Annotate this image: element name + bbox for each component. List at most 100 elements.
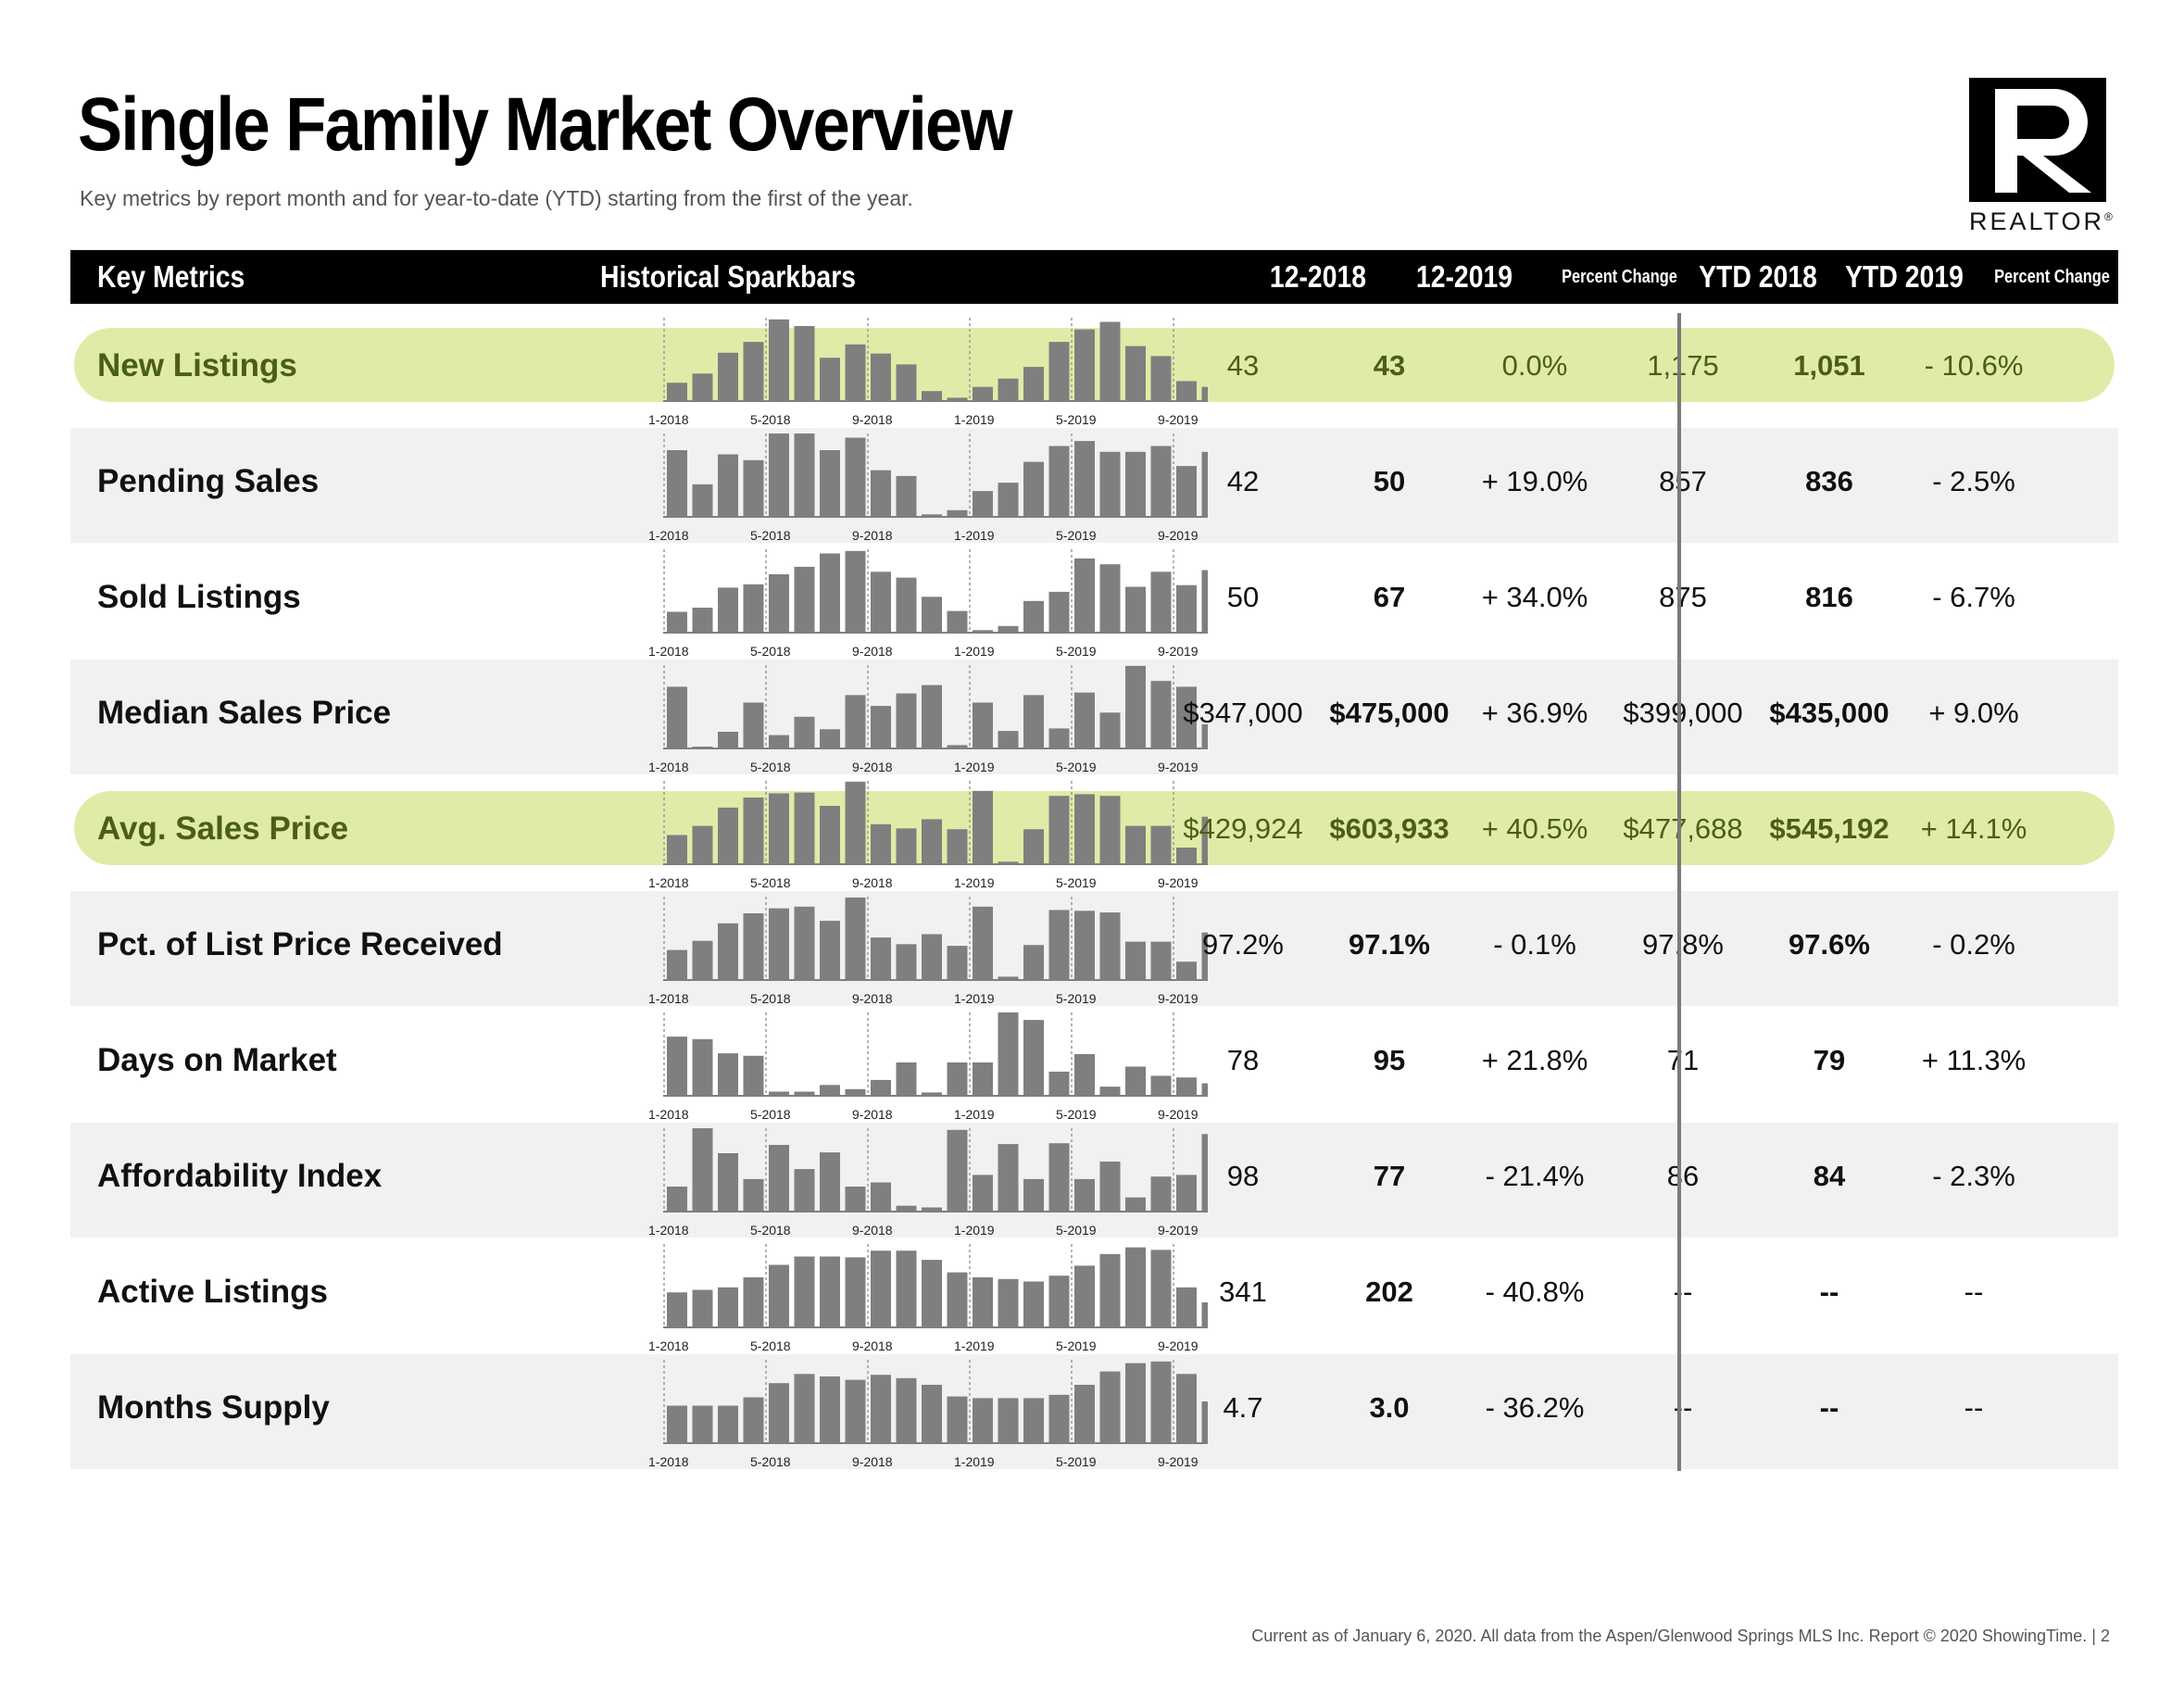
spark-axis-label: 9-2018 [852,1454,893,1469]
spark-axis-label: 9-2018 [852,1107,893,1122]
spark-bar [845,1088,866,1096]
spark-bar [1023,1398,1044,1443]
spark-bar [1099,1253,1121,1327]
cell-curr: 202 [1365,1276,1413,1308]
spark-bar [1176,848,1197,864]
spark-bar [820,729,840,748]
spark-bar [1099,451,1121,517]
spark-bar [1176,466,1197,517]
spark-bar [871,1250,891,1327]
cell-prev: $347,000 [1183,697,1303,729]
spark-axis-label: 9-2019 [1158,644,1199,659]
spark-bar [896,828,917,864]
spark-axis-label: 9-2019 [1158,760,1199,774]
spark-axis-label: 5-2019 [1056,1454,1097,1469]
spark-bar [1023,600,1044,633]
spark-bar [1099,1162,1121,1212]
cell-ytd-prev: $477,688 [1623,812,1743,845]
metric-label: Median Sales Price [97,695,392,731]
spark-bar [820,1152,840,1212]
cell-ytd-change: -- [1964,1391,1984,1424]
spark-bar [922,1092,942,1096]
spark-bar [1176,381,1197,401]
spark-bar [667,1037,687,1096]
spark-bar [692,1038,713,1096]
spark-bar [871,1182,891,1212]
cell-change: 0.0% [1501,349,1568,382]
spark-bar [794,434,815,517]
cell-change: - 0.1% [1493,928,1576,961]
spark-bar [1125,825,1146,864]
spark-bar [769,793,789,864]
spark-bar [1048,728,1070,748]
spark-bar [973,1277,993,1327]
spark-bar [896,1377,917,1443]
col-ytd-change: Percent Change [1994,267,2110,287]
spark-axis-label: 5-2018 [750,760,791,774]
spark-axis-label: 9-2018 [852,760,893,774]
spark-bar [947,745,968,748]
spark-bar [1150,1250,1172,1327]
spark-axis-label: 5-2018 [750,644,791,659]
cell-ytd-change: -- [1964,1276,1984,1308]
cell-ytd-prev: 86 [1666,1160,1700,1192]
spark-bar [1023,461,1044,517]
spark-bar [998,378,1019,401]
realtor-word: REALTOR [1969,207,2105,235]
spark-bar [667,686,687,748]
spark-bar [1150,356,1172,401]
metric-label: Active Listings [97,1274,328,1310]
spark-bar [692,1289,713,1327]
spark-bar [1150,825,1172,864]
spark-bar [845,897,866,980]
spark-bar [667,383,687,401]
spark-axis-label: 1-2019 [954,644,995,659]
spark-bar [794,1374,815,1443]
spark-axis-label: 1-2019 [954,412,995,427]
spark-bar [845,344,866,401]
cell-ytd-curr: 79 [1813,1044,1846,1076]
spark-axis-label: 1-2019 [954,1223,995,1238]
metric-label: Sold Listings [97,579,301,615]
spark-bar [922,1260,942,1327]
spark-axis-label: 1-2018 [648,644,689,659]
spark-bar [871,937,891,980]
spark-bar [1150,572,1172,633]
col-prev-month: 12-2018 [1269,259,1367,294]
spark-bar [769,1145,789,1212]
spark-bar [1023,945,1044,980]
spark-bar [896,1062,917,1096]
spark-bar [845,695,866,748]
col-month-change: Percent Change [1562,267,1677,287]
spark-bar [1048,1276,1070,1327]
spark-axis-label: 1-2018 [648,1454,689,1469]
sparkbar-chart: 1-2018 5-2018 9-2018 1-2019 5-2019 9-2019 [648,897,1208,1006]
spark-bar [973,386,993,401]
spark-bar [1048,342,1070,401]
spark-bar [1048,1394,1070,1443]
spark-bar [845,1379,866,1443]
sparkbar-chart: 1-2018 5-2018 9-2018 1-2019 5-2019 9-2019 [648,1012,1208,1122]
spark-bar [1201,1134,1208,1212]
cell-ytd-prev: -- [1673,1276,1693,1308]
sparkbar-chart: 1-2018 5-2018 9-2018 1-2019 5-2019 9-2019 [648,1360,1208,1469]
spark-bar [1150,446,1172,517]
cell-change: + 40.5% [1481,812,1588,845]
registered-mark: ® [2104,210,2113,223]
spark-axis-label: 5-2019 [1056,875,1097,890]
spark-axis-label: 1-2019 [954,760,995,774]
spark-axis-label: 5-2018 [750,412,791,427]
spark-axis-label: 5-2018 [750,1454,791,1469]
spark-bar [1150,1176,1172,1212]
spark-axis-label: 5-2019 [1056,1338,1097,1353]
spark-bar [743,913,764,980]
table-row: Median Sales Price 1-2018 5-2018 9-2018 1-20… [70,660,2118,774]
spark-bar [769,908,789,980]
spark-bar [794,566,815,633]
spark-bar [922,819,942,864]
spark-bar [769,735,789,748]
spark-bar [1099,796,1121,864]
cell-ytd-curr: $545,192 [1769,812,1889,845]
spark-bar [998,1144,1019,1212]
cell-ytd-change: - 0.2% [1932,928,2015,961]
